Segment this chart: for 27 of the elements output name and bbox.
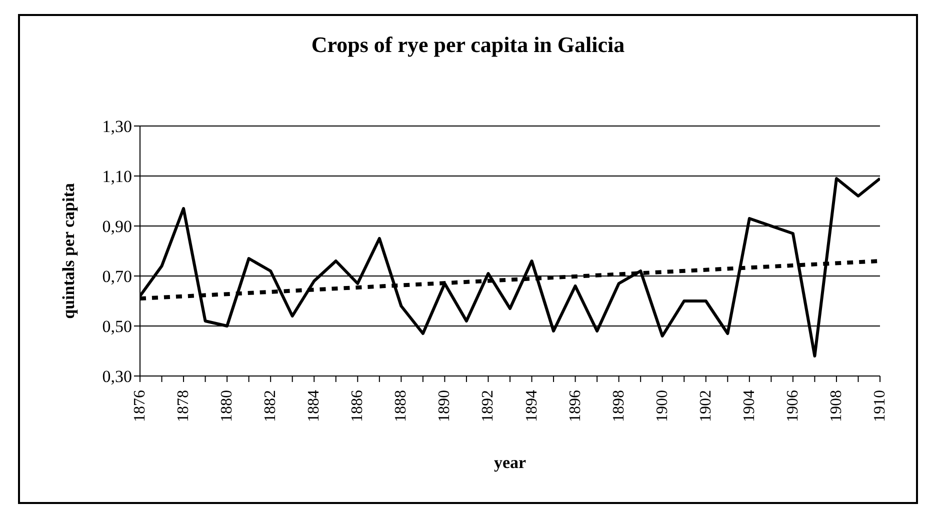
y-axis-title: quintals per capita <box>59 182 78 319</box>
y-tick-label: 0,30 <box>102 367 132 386</box>
x-tick-label: 1896 <box>566 390 584 422</box>
x-tick-label: 1894 <box>523 390 540 422</box>
x-tick-label: 1892 <box>480 390 497 422</box>
x-tick-label: 1906 <box>784 390 802 422</box>
x-tick-label: 1884 <box>306 390 323 422</box>
x-tick-label: 1900 <box>654 390 671 422</box>
x-tick-label: 1908 <box>828 390 845 422</box>
y-tick-label: 1,30 <box>102 117 132 136</box>
y-tick-label: 0,50 <box>102 317 132 336</box>
x-axis-title: year <box>494 453 526 472</box>
y-tick-label: 1,10 <box>102 167 132 186</box>
x-tick-label: 1882 <box>262 390 280 422</box>
x-tick-label: 1886 <box>349 390 366 422</box>
x-tick-label: 1910 <box>872 390 888 422</box>
x-tick-label: 1904 <box>740 390 758 422</box>
x-tick-label: 1902 <box>697 390 714 422</box>
x-tick-label: 1876 <box>132 390 148 422</box>
y-tick-label: 0,70 <box>102 267 132 286</box>
x-tick-label: 1888 <box>392 390 410 422</box>
x-tick-label: 1878 <box>175 390 192 422</box>
y-tick-label: 0,90 <box>102 217 132 236</box>
x-tick-label: 1880 <box>218 390 236 422</box>
chart-title: Crops of rye per capita in Galicia <box>310 32 626 58</box>
x-tick-label: 1890 <box>436 390 454 422</box>
x-tick-label: 1898 <box>610 390 628 422</box>
